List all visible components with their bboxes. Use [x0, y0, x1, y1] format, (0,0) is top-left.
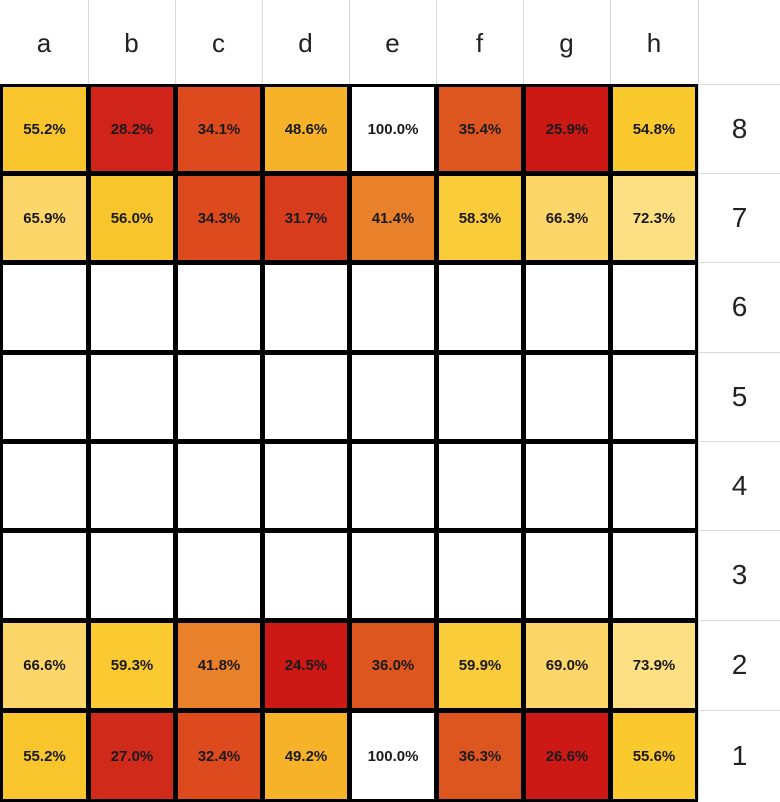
heatmap-cell-g4 [526, 444, 608, 528]
heatmap-cell-f3 [439, 533, 521, 618]
heatmap-cell-e7: 41.4% [352, 176, 434, 260]
heatmap-cell-a6 [3, 265, 86, 350]
heatmap-cell-f8: 35.4% [439, 87, 521, 171]
column-label-b: b [124, 27, 139, 58]
heatmap-cell-e3 [352, 533, 434, 618]
heatmap-cell-f7: 58.3% [439, 176, 521, 260]
heatmap-cell-c1: 32.4% [178, 713, 260, 799]
heatmap-cell-d7: 31.7% [265, 176, 347, 260]
column-label-d: d [298, 27, 313, 58]
heatmap-cell-b6 [91, 265, 173, 350]
row-label-5: 5 [731, 380, 748, 412]
heatmap-cell-c6 [178, 265, 260, 350]
column-label-g: g [559, 27, 574, 58]
column-label-h: h [646, 27, 662, 58]
heatmap-cell-d2: 24.5% [265, 623, 347, 708]
heatmap-board: 55.2% 28.2% 34.1% 48.6% 100.0% 35.4% 25.9% 54.8… [0, 84, 698, 802]
row-label-6: 6 [731, 291, 748, 322]
heatmap-cell-b2: 59.3% [91, 623, 173, 708]
heatmap-cell-d1: 49.2% [265, 713, 347, 799]
heatmap-cell-h3 [613, 533, 695, 618]
heatmap-cell-h6 [613, 265, 695, 350]
heatmap-cell-d3 [265, 533, 347, 618]
heatmap-cell-d6 [265, 265, 347, 350]
heatmap-cell-e6 [352, 265, 434, 350]
column-label-c: c [212, 27, 225, 58]
heatmap-cell-e4 [352, 444, 434, 528]
heatmap-cell-d8: 48.6% [265, 87, 347, 171]
row-label-8: 8 [731, 112, 748, 144]
heatmap-cell-h4 [613, 444, 695, 528]
heatmap-cell-f4 [439, 444, 521, 528]
column-label-a: a [36, 27, 52, 58]
heatmap-cell-a5 [3, 355, 86, 439]
heatmap-cell-a2: 66.6% [3, 623, 86, 708]
heatmap-cell-g8: 25.9% [526, 87, 608, 171]
heatmap-cell-a7: 65.9% [3, 176, 86, 260]
heatmap-cell-g1: 26.6% [526, 713, 608, 799]
heatmap-cell-b5 [91, 355, 173, 439]
heatmap-cell-g5 [526, 355, 608, 439]
heatmap-cell-a1: 55.2% [3, 713, 86, 799]
heatmap-cell-c7: 34.3% [178, 176, 260, 260]
heatmap-cell-f1: 36.3% [439, 713, 521, 799]
heatmap-cell-h2: 73.9% [613, 623, 695, 708]
heatmap-cell-f5 [439, 355, 521, 439]
heatmap-cell-a3 [3, 533, 86, 618]
heatmap-cell-g2: 69.0% [526, 623, 608, 708]
heatmap-cell-h1: 55.6% [613, 713, 695, 799]
row-label-4: 4 [731, 469, 748, 501]
heatmap-cell-f2: 59.9% [439, 623, 521, 708]
heatmap-cell-h8: 54.8% [613, 87, 695, 171]
heatmap-cell-d4 [265, 444, 347, 528]
heatmap-cell-c4 [178, 444, 260, 528]
heatmap-cell-a8: 55.2% [3, 87, 86, 171]
heatmap-cell-b3 [91, 533, 173, 618]
heatmap-cell-e8: 100.0% [352, 87, 434, 171]
heatmap-cell-h7: 72.3% [613, 176, 695, 260]
heatmap-cell-h5 [613, 355, 695, 439]
heatmap-cell-b8: 28.2% [91, 87, 173, 171]
heatmap-cell-e5 [352, 355, 434, 439]
heatmap-cell-c5 [178, 355, 260, 439]
heatmap-cell-d5 [265, 355, 347, 439]
column-label-e: e [385, 27, 400, 58]
heatmap-cell-g7: 66.3% [526, 176, 608, 260]
row-label-3: 3 [731, 559, 748, 590]
heatmap-cell-a4 [3, 444, 86, 528]
heatmap-cell-e1: 100.0% [352, 713, 434, 799]
heatmap-cell-b4 [91, 444, 173, 528]
heatmap-cell-g6 [526, 265, 608, 350]
row-label-1: 1 [731, 740, 748, 771]
heatmap-cell-b1: 27.0% [91, 713, 173, 799]
heatmap-cell-g3 [526, 533, 608, 618]
heatmap-cell-e2: 36.0% [352, 623, 434, 708]
column-label-f: f [475, 27, 484, 58]
heatmap-cell-c8: 34.1% [178, 87, 260, 171]
heatmap-cell-b7: 56.0% [91, 176, 173, 260]
row-label-2: 2 [731, 649, 748, 680]
heatmap-cell-f6 [439, 265, 521, 350]
heatmap-cell-c3 [178, 533, 260, 618]
row-label-7: 7 [731, 201, 748, 233]
heatmap-cell-c2: 41.8% [178, 623, 260, 708]
